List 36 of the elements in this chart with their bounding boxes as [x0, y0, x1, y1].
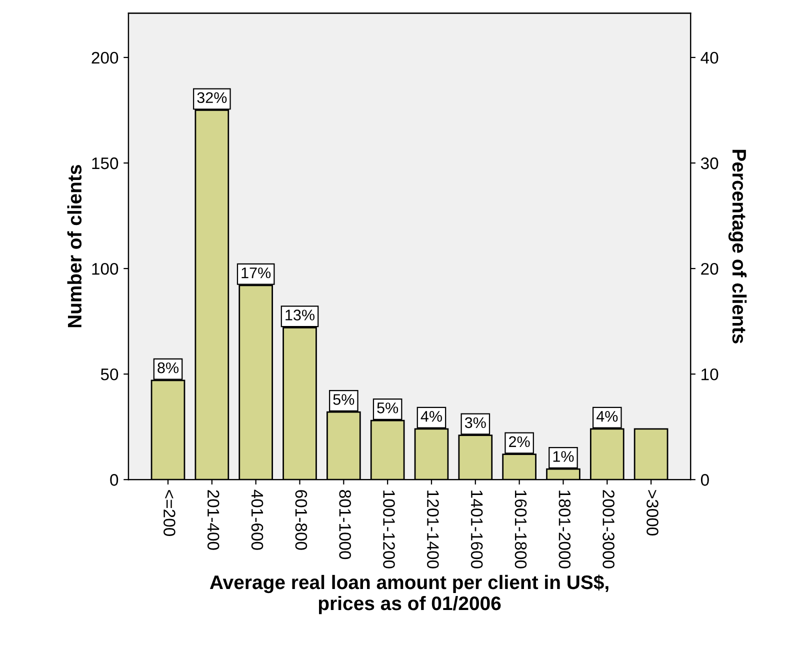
y-tick-label: 100 — [92, 262, 118, 275]
y-tick-label: 50 — [100, 368, 118, 380]
x-tick-label: 1401-1600 — [470, 490, 483, 568]
x-axis-title: Average real loan amount per client in US$, prices as of 01/2006 — [210, 574, 608, 614]
x-tick-label: >3000 — [646, 490, 658, 536]
x-tick-label: 801-1000 — [339, 490, 351, 560]
y2-tick-label: 40 — [700, 52, 718, 64]
annotation: 5% — [377, 402, 398, 414]
annotation: 5% — [333, 394, 354, 405]
annotation: 13% — [286, 310, 314, 320]
y2-tick-label: 20 — [701, 262, 718, 275]
x-tick-label: 2001-3000 — [602, 490, 614, 568]
x-tick-label: 601-800 — [295, 490, 308, 550]
x-tick-label: 1001-1200 — [383, 490, 395, 568]
x-tick-label: 1201-1400 — [427, 490, 439, 568]
x-tick-label: 201-400 — [207, 490, 220, 550]
y2-axis-title: Percentage of clients — [728, 150, 747, 344]
y-tick-label: 150 — [92, 157, 118, 170]
annotation: 1% — [553, 451, 574, 462]
x-tick-label: 401-600 — [251, 490, 264, 550]
annotation: 32% — [197, 92, 227, 104]
annotation: 4% — [596, 411, 618, 422]
x-tick-label: 1801-2000 — [558, 490, 571, 568]
x-tick-label: <=200 — [164, 490, 176, 536]
y-tick-label: 0 — [110, 474, 118, 486]
annotation: 17% — [242, 267, 271, 278]
annotation: 8% — [158, 362, 178, 374]
y2-tick-label: 30 — [700, 157, 718, 170]
annotation: 4% — [420, 411, 442, 422]
y-axis-title: Number of clients — [67, 165, 82, 328]
annotation: 2% — [509, 436, 530, 448]
x-tick-label: 1601-1800 — [514, 490, 527, 568]
y2-tick-label: 10 — [702, 368, 718, 380]
annotation: 3% — [464, 417, 486, 428]
y-tick-label: 200 — [92, 52, 118, 64]
y2-tick-label: 0 — [700, 474, 709, 486]
